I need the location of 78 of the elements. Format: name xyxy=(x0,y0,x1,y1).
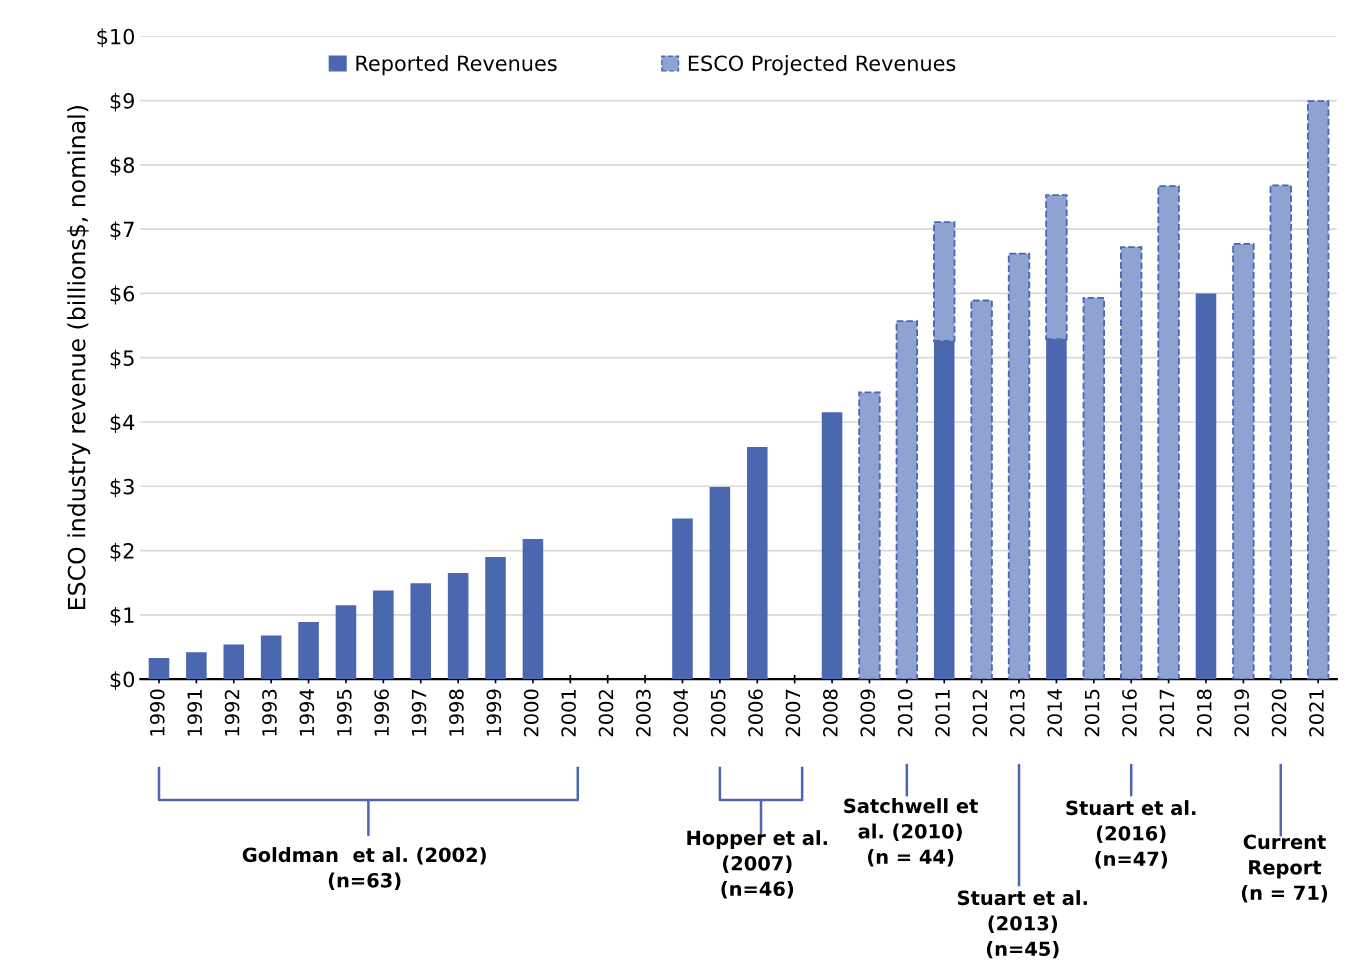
x-tick-label: 2016 xyxy=(1122,689,1137,737)
x-tick-label: 2007 xyxy=(785,689,801,737)
bar xyxy=(447,573,469,680)
y-tick-label: $7 xyxy=(110,221,134,241)
bar xyxy=(1082,297,1105,680)
x-tick-label: 2021 xyxy=(1309,689,1324,737)
bar xyxy=(895,320,919,680)
bar xyxy=(672,518,693,680)
bar xyxy=(223,644,245,680)
y-tick-label: $2 xyxy=(110,542,134,562)
bar xyxy=(1269,184,1292,680)
y-tick-label: $9 xyxy=(110,92,134,112)
bar xyxy=(148,657,170,680)
x-tick-label: 1991 xyxy=(187,689,203,736)
bar xyxy=(821,412,843,680)
text: Stuart et al. (2013) (n=45) xyxy=(957,890,1087,959)
x-tick-label: 2014 xyxy=(1047,689,1063,737)
text: Hopper et al. (2007) (n=46) xyxy=(687,830,828,899)
x-tick-label: 2012 xyxy=(972,690,988,737)
x-tick-label: 1996 xyxy=(374,689,389,736)
x-tick-label: 1997 xyxy=(411,689,427,736)
x-tick-label: 2008 xyxy=(822,689,838,737)
y-tick-label: $6 xyxy=(110,285,135,305)
x-tick-label: 1999 xyxy=(486,689,502,736)
x-tick-label: 1993 xyxy=(262,689,277,736)
x-tick-label: 2006 xyxy=(748,689,763,737)
x-tick-label: 1995 xyxy=(336,689,352,736)
x-tick-label: 1994 xyxy=(299,689,315,736)
y-tick-label: $3 xyxy=(110,478,134,498)
bar xyxy=(746,447,768,680)
bar xyxy=(298,621,319,680)
x-tick-label: 2005 xyxy=(710,689,726,737)
bar xyxy=(1232,243,1255,680)
y-axis-title: ESCO industry revenue (billions$, nominal) xyxy=(67,106,91,609)
x-tick-label: 1992 xyxy=(224,690,240,736)
bar xyxy=(1195,293,1217,680)
y-tick-label: $4 xyxy=(110,414,135,433)
x-tick-label: 2020 xyxy=(1271,689,1287,737)
bar xyxy=(1007,252,1031,680)
legend-label: ESCO Projected Revenues xyxy=(688,55,956,76)
bar xyxy=(858,391,881,680)
x-tick-label: 2015 xyxy=(1084,689,1100,737)
bar xyxy=(1120,246,1143,680)
text: Current Report (n = 71) xyxy=(1241,834,1328,903)
bar xyxy=(1157,185,1180,680)
bar xyxy=(709,486,731,680)
x-tick-label: 2011 xyxy=(935,689,950,737)
x-tick-label: 1998 xyxy=(449,689,464,736)
y-tick-label: $1 xyxy=(110,606,134,626)
text: Goldman et al. (2002) (n=63) xyxy=(242,847,486,890)
x-tick-label: 2019 xyxy=(1234,689,1250,737)
y-tick-label: $8 xyxy=(110,156,135,176)
text: Stuart et al. (2016) (n=47) xyxy=(1066,800,1196,869)
bar xyxy=(373,590,394,680)
bar xyxy=(485,556,506,680)
bar xyxy=(410,583,432,680)
x-tick-label: 2002 xyxy=(598,690,614,737)
bar xyxy=(335,605,357,680)
bar xyxy=(522,538,544,680)
text: Satchwell et al. (2010) (n = 44) xyxy=(844,798,978,867)
bar xyxy=(260,635,282,680)
x-tick-label: 2017 xyxy=(1159,689,1175,737)
x-tick-label: 2003 xyxy=(636,689,651,737)
x-tick-label: 2001 xyxy=(561,689,576,737)
y-tick-label: $10 xyxy=(97,28,135,48)
bar xyxy=(970,299,993,680)
bar xyxy=(1306,100,1330,680)
x-tick-label: 1990 xyxy=(149,689,165,736)
y-tick-label: $5 xyxy=(110,349,134,369)
x-tick-label: 2013 xyxy=(1009,689,1025,737)
y-tick-label: $0 xyxy=(110,671,135,691)
x-tick-label: 2004 xyxy=(673,689,689,737)
legend-label: Reported Revenues xyxy=(356,55,557,76)
x-tick-label: 2018 xyxy=(1196,689,1212,737)
x-tick-label: 2000 xyxy=(523,689,539,737)
x-tick-label: 2009 xyxy=(860,689,876,737)
bar xyxy=(186,652,207,680)
x-tick-label: 2010 xyxy=(897,689,913,737)
